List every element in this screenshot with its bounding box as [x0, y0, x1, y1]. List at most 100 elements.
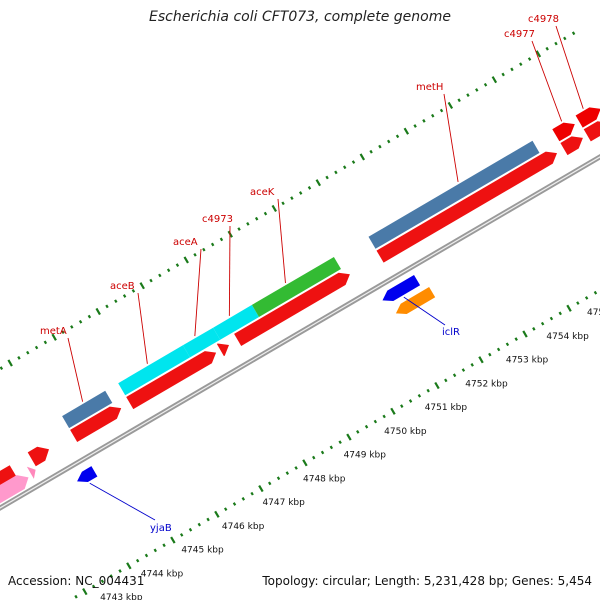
- outer-tick: [166, 268, 171, 273]
- inner-tick: [434, 381, 440, 390]
- scale-tick-label: 4752 kbp: [465, 379, 508, 389]
- outer-tick: [281, 201, 285, 206]
- scale-tick-label: 4745 kbp: [181, 546, 224, 556]
- cds-feature: [234, 272, 350, 346]
- outer-tick: [535, 50, 542, 58]
- outer-tick: [202, 247, 206, 252]
- outer-tick: [439, 108, 444, 113]
- inner-tick: [170, 536, 176, 544]
- outer-tick: [122, 294, 127, 298]
- inner-tick: [109, 574, 113, 578]
- inner-tick: [417, 393, 422, 398]
- outer-tick: [447, 101, 454, 109]
- inner-tick: [285, 471, 290, 475]
- outer-tick: [70, 325, 74, 329]
- backbone-highlight: [0, 156, 600, 509]
- inner-tick: [302, 459, 308, 467]
- scale-tick-label: 4753 kbp: [506, 356, 549, 366]
- gene-label-c4978: c4978: [528, 14, 559, 25]
- label-connector: [67, 337, 84, 402]
- cds-feature: [126, 351, 217, 410]
- inner-tick: [488, 352, 492, 357]
- inner-tick: [232, 502, 237, 506]
- outer-tick: [475, 88, 479, 92]
- outer-tick: [491, 76, 498, 84]
- gene-c4977: [552, 122, 575, 142]
- outer-tick: [78, 319, 83, 324]
- inner-tick: [470, 363, 474, 367]
- inner-tick: [91, 584, 96, 589]
- inner-tick: [566, 304, 572, 312]
- gene-label-iclR: iclR: [442, 327, 460, 338]
- outer-tick: [422, 119, 426, 123]
- inner-tick: [214, 510, 220, 518]
- cds-feature: [216, 343, 229, 357]
- gene-label-yjaB: yjaB: [150, 523, 172, 534]
- inner-tick: [223, 507, 228, 512]
- inner-tick: [452, 373, 457, 378]
- outer-tick: [34, 345, 39, 350]
- outer-tick: [315, 179, 322, 187]
- inner-tick: [258, 484, 264, 493]
- inner-tick: [135, 558, 140, 563]
- scale-tick-label: 4754 kbp: [546, 332, 589, 342]
- gene-label-metA: metA: [40, 326, 67, 337]
- cds-feature: [70, 406, 122, 442]
- inner-tick: [532, 326, 536, 331]
- inner-tick: [346, 433, 352, 441]
- inner-tick: [382, 414, 386, 419]
- outer-tick: [359, 153, 366, 161]
- inner-tick: [514, 337, 518, 341]
- gene-label-c4977: c4977: [504, 29, 535, 40]
- unlabeled-gene: [0, 475, 29, 504]
- gene-c4973: [213, 304, 259, 340]
- outer-tick: [61, 330, 65, 334]
- inner-tick: [426, 388, 430, 393]
- outer-tick: [271, 204, 277, 213]
- outer-tick: [246, 222, 250, 226]
- gene-c4978: [575, 107, 600, 128]
- outer-tick: [298, 191, 303, 195]
- outer-tick: [519, 62, 523, 67]
- backbone-line: [0, 153, 600, 511]
- genome-summary-text: Topology: circular; Length: 5,231,428 bp…: [262, 574, 592, 588]
- inner-tick: [206, 517, 210, 522]
- outer-tick: [210, 242, 215, 247]
- inner-tick: [118, 569, 122, 573]
- inner-tick: [356, 430, 360, 434]
- inner-tick: [444, 378, 448, 383]
- outer-tick: [510, 67, 514, 72]
- unlabeled-gene: [26, 466, 36, 479]
- inner-tick: [540, 321, 545, 326]
- outer-tick: [175, 263, 180, 267]
- outer-tick: [149, 278, 153, 283]
- gene-aceA: [182, 327, 221, 358]
- outer-tick: [483, 82, 488, 87]
- gene-yjaB: [77, 466, 98, 482]
- inner-tick: [268, 481, 272, 486]
- scale-tick-label: 4743 kbp: [100, 593, 143, 600]
- inner-tick: [312, 455, 316, 460]
- outer-tick: [131, 289, 136, 293]
- outer-tick: [431, 113, 435, 118]
- inner-tick: [558, 311, 562, 316]
- unlabeled-gene: [395, 287, 436, 314]
- inner-tick: [461, 368, 466, 372]
- outer-tick: [219, 237, 224, 242]
- inner-tick: [179, 533, 184, 537]
- inner-tick: [505, 342, 510, 347]
- inner-tick: [82, 588, 88, 596]
- cds-feature: [560, 136, 583, 156]
- accession-text: Accession: NC_004431: [8, 574, 145, 588]
- gene-aceK: [251, 257, 341, 317]
- label-connector: [403, 296, 446, 326]
- outer-tick: [237, 227, 241, 231]
- label-connector: [137, 292, 148, 364]
- inner-tick: [478, 356, 484, 364]
- scale-tick-label: 4755 kbp: [587, 308, 600, 318]
- cds-feature: [0, 465, 17, 488]
- inner-tick: [241, 497, 246, 501]
- outer-tick: [105, 304, 109, 309]
- outer-tick: [26, 350, 30, 355]
